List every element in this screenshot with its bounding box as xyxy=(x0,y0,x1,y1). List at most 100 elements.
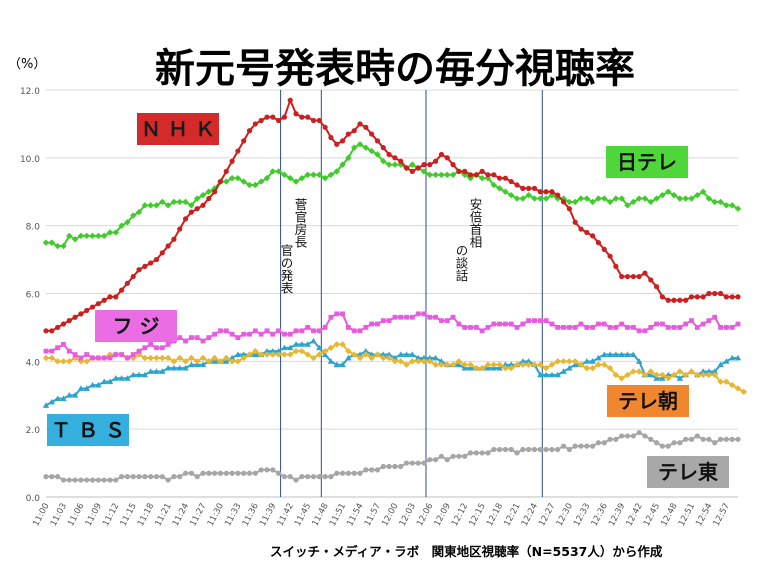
data-point xyxy=(683,297,689,303)
data-point xyxy=(199,361,207,368)
data-point xyxy=(607,325,613,330)
data-point xyxy=(334,141,340,147)
data-point xyxy=(200,202,206,208)
data-point xyxy=(386,151,392,158)
data-point xyxy=(60,242,67,250)
data-point xyxy=(72,352,78,357)
data-point xyxy=(717,361,724,368)
data-point xyxy=(432,361,439,368)
data-point xyxy=(299,114,305,120)
data-point xyxy=(240,178,247,185)
data-point xyxy=(543,189,549,195)
data-point xyxy=(351,470,357,476)
data-point xyxy=(566,325,572,330)
data-point xyxy=(520,185,526,191)
data-point xyxy=(241,331,247,337)
data-point xyxy=(554,358,561,365)
data-point xyxy=(630,351,637,357)
data-point xyxy=(118,222,125,229)
data-point xyxy=(95,477,101,483)
data-point xyxy=(159,250,165,256)
data-point xyxy=(728,202,736,209)
data-point xyxy=(351,128,357,134)
data-point xyxy=(590,233,596,239)
data-point xyxy=(43,348,49,354)
data-point xyxy=(502,188,509,195)
data-point xyxy=(508,446,514,453)
data-point xyxy=(194,206,200,212)
data-point xyxy=(119,352,124,357)
data-point xyxy=(414,354,422,361)
data-point xyxy=(584,229,590,236)
data-point xyxy=(601,361,608,368)
data-point xyxy=(345,325,351,330)
data-point xyxy=(281,171,288,178)
data-point xyxy=(71,392,79,398)
data-point xyxy=(374,467,381,473)
data-point xyxy=(525,361,532,368)
data-point xyxy=(333,361,340,368)
data-point xyxy=(694,191,701,199)
data-point xyxy=(549,321,555,327)
y-tick-labels: 0.0 2.0 4.0 6.0 8.0 10.0 12.0 xyxy=(20,87,40,504)
data-point xyxy=(292,347,300,355)
data-point xyxy=(310,171,317,178)
data-point xyxy=(398,158,404,164)
data-point xyxy=(206,335,212,340)
data-point xyxy=(124,474,131,480)
data-point xyxy=(705,371,713,379)
label-text: テレ朝 xyxy=(618,389,678,413)
data-point xyxy=(241,470,247,476)
data-point xyxy=(316,351,323,358)
data-point xyxy=(252,470,258,476)
data-point xyxy=(193,358,201,365)
data-point xyxy=(625,325,630,330)
data-point xyxy=(48,398,56,405)
data-point xyxy=(735,321,741,327)
data-point xyxy=(723,202,730,209)
data-point xyxy=(479,168,485,174)
data-point xyxy=(676,375,684,381)
data-point xyxy=(95,232,102,240)
data-point xyxy=(316,117,322,124)
data-point xyxy=(176,364,183,371)
data-point xyxy=(165,243,171,249)
data-point xyxy=(316,171,323,178)
data-point xyxy=(374,138,381,144)
data-point xyxy=(618,375,625,382)
data-point xyxy=(589,198,596,206)
data-point xyxy=(513,195,521,202)
data-point xyxy=(630,368,637,375)
data-point xyxy=(391,161,399,168)
data-point xyxy=(362,351,370,358)
data-point xyxy=(182,216,189,222)
data-point xyxy=(688,294,695,300)
data-point xyxy=(688,368,695,375)
data-point xyxy=(421,460,427,466)
data-point xyxy=(339,361,346,368)
data-point xyxy=(624,351,631,357)
data-point xyxy=(728,354,736,361)
data-point xyxy=(385,351,393,357)
data-point xyxy=(595,440,602,446)
data-point xyxy=(229,331,235,337)
data-point xyxy=(345,470,351,476)
data-point xyxy=(101,355,107,361)
data-point xyxy=(66,348,72,354)
data-point xyxy=(456,168,462,174)
data-point xyxy=(154,345,159,351)
data-point xyxy=(520,321,526,327)
data-point xyxy=(106,229,114,236)
data-point xyxy=(548,371,556,378)
data-point xyxy=(438,358,445,364)
data-point xyxy=(112,229,119,236)
data-point xyxy=(153,256,160,263)
data-point xyxy=(124,280,131,286)
data-point xyxy=(490,181,497,189)
data-point xyxy=(385,354,393,362)
data-point xyxy=(624,202,631,209)
data-point xyxy=(83,385,90,391)
data-point xyxy=(60,477,67,483)
data-point xyxy=(71,236,79,243)
data-point xyxy=(310,474,317,480)
